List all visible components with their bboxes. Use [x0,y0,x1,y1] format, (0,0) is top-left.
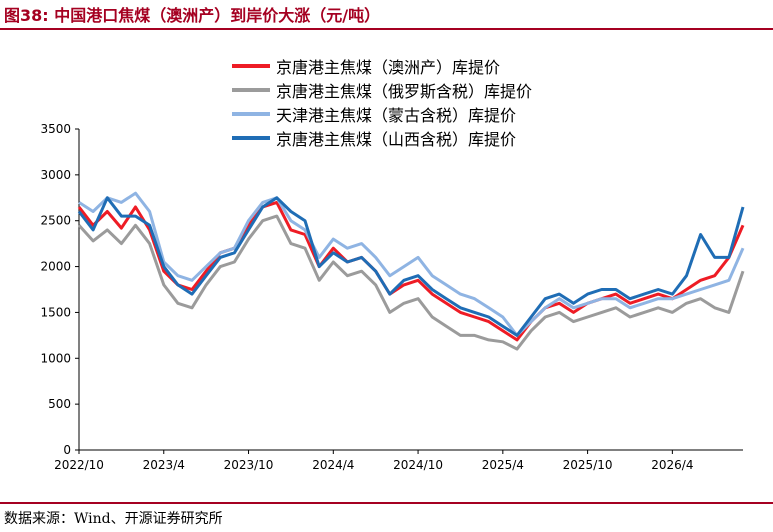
x-tick-label: 2023/10 [224,458,274,472]
chart-legend: 京唐港主焦煤（澳洲产）库提价京唐港主焦煤（俄罗斯含税）库提价 天津港主焦煤（蒙古含… [232,54,532,150]
legend-item-3: 天津港主焦煤（蒙古含税）库提价 [232,102,532,126]
legend-item-1: 京唐港主焦煤（澳洲产）库提价 [232,54,532,78]
y-tick-label: 3000 [40,168,71,182]
series-line-1 [77,200,745,342]
x-tick-label: 2024/4 [312,458,354,472]
x-tick-label: 2022/10 [54,458,104,472]
y-tick-label: 2500 [40,214,71,228]
x-tick-label: 2025/4 [482,458,524,472]
footer-rule [0,502,773,504]
y-tick-label: 3500 [40,122,71,136]
legend-label: 京唐港主焦煤（澳洲产）库提价 [276,58,501,77]
y-tick-label: 1000 [40,351,71,365]
series-line-3 [78,191,745,337]
legend-item-4: 京唐港主焦煤（山西含税）库提价 [232,126,532,150]
legend-label: 京唐港主焦煤（俄罗斯含税）库提价 [276,82,533,101]
x-tick-label: 2025/10 [563,458,613,472]
series-line-2 [77,214,745,351]
y-tick-label: 2000 [40,260,71,274]
title-rule [0,28,773,30]
legend-swatch [232,136,270,140]
y-tick-label: 1500 [40,305,71,319]
line-chart: 0 500 1000 1500 2000 2500 3000 3500 2022/10 2023/… [40,122,745,472]
legend-label: 天津港主焦煤（蒙古含税）库提价 [276,106,517,125]
x-tick-label: 2026/4 [651,458,693,472]
legend-swatch [232,88,270,92]
legend-swatch [232,112,270,116]
legend-label: 京唐港主焦煤（山西含税）库提价 [276,130,517,149]
y-tick-label: 500 [48,397,71,411]
x-tick-label: 2024/10 [393,458,443,472]
legend-item-2: 京唐港主焦煤（俄罗斯含税）库提价 [232,78,532,102]
series-line-4 [77,196,745,337]
legend-swatch [232,64,270,68]
page-title: 图38: 中国港口焦煤（澳洲产）到岸价大涨（元/吨） [4,6,381,25]
data-source: 数据来源：Wind、开源证券研究所 [4,511,223,527]
x-tick-label: 2023/4 [143,458,185,472]
y-tick-label: 0 [63,443,71,457]
